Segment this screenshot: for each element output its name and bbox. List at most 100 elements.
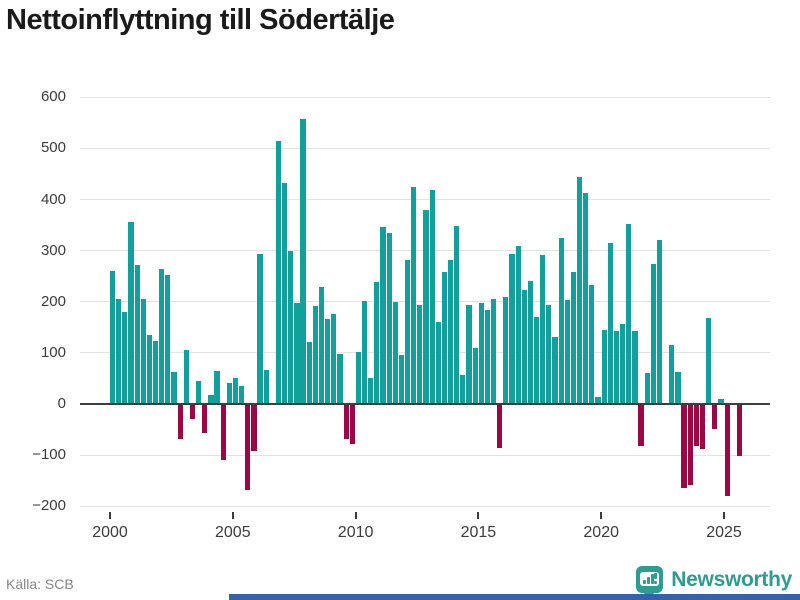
bar bbox=[490, 298, 497, 403]
bar bbox=[656, 240, 663, 403]
y-axis-label-300: 300 bbox=[40, 241, 66, 259]
bar bbox=[607, 243, 613, 403]
bar bbox=[472, 348, 478, 403]
newsworthy-wordmark: Newsworthy bbox=[671, 567, 792, 591]
bar bbox=[527, 280, 534, 403]
bar bbox=[675, 372, 681, 403]
x-axis-tick-2005 bbox=[231, 512, 234, 519]
bar bbox=[484, 310, 491, 403]
x-axis-tick-2000 bbox=[109, 512, 111, 519]
bar bbox=[232, 378, 239, 403]
bar bbox=[239, 385, 245, 403]
bar bbox=[632, 331, 638, 403]
bar bbox=[411, 186, 417, 403]
bar bbox=[153, 340, 159, 403]
bar bbox=[398, 355, 404, 403]
bar bbox=[552, 336, 558, 403]
bar bbox=[601, 330, 607, 403]
bar bbox=[208, 394, 214, 403]
bar bbox=[423, 210, 429, 403]
x-axis-label-2015: 2015 bbox=[460, 524, 497, 541]
bar bbox=[134, 264, 140, 403]
bar bbox=[693, 405, 699, 446]
bar bbox=[669, 344, 675, 403]
bar bbox=[146, 335, 153, 403]
page-title: Nettoinflyttning till Södertälje bbox=[6, 4, 395, 36]
bar bbox=[570, 271, 577, 403]
bar bbox=[214, 370, 220, 403]
bottom-accent-bar bbox=[229, 594, 800, 600]
x-axis-tick-2015 bbox=[477, 512, 480, 519]
bar bbox=[681, 405, 687, 488]
bar bbox=[540, 254, 546, 403]
gridline-400 bbox=[80, 199, 770, 200]
bar bbox=[650, 264, 656, 403]
bar bbox=[361, 300, 368, 403]
bar bbox=[312, 305, 318, 403]
bar bbox=[429, 189, 435, 403]
bar bbox=[521, 289, 527, 403]
bar bbox=[110, 271, 116, 403]
y-axis-label-500: 500 bbox=[40, 139, 66, 157]
bar bbox=[712, 405, 718, 429]
bar bbox=[245, 405, 251, 491]
bar bbox=[447, 260, 454, 403]
bar bbox=[724, 405, 730, 496]
net-migration-bar-chart: 600 500 400 300 200 100 0 −100 −200 2000 2005 2010 2… bbox=[32, 88, 770, 541]
bar bbox=[620, 324, 626, 403]
bar bbox=[558, 238, 564, 403]
bar bbox=[196, 380, 202, 403]
bar bbox=[644, 372, 650, 403]
x-axis-label-2000: 2000 bbox=[92, 524, 128, 541]
x-axis-label-2020: 2020 bbox=[583, 524, 619, 541]
bar bbox=[736, 405, 742, 457]
bar bbox=[613, 331, 620, 403]
bar bbox=[183, 350, 189, 403]
bar bbox=[497, 405, 503, 448]
newsworthy-logo: Newsworthy bbox=[636, 566, 792, 599]
bar bbox=[718, 398, 724, 403]
badge-chart-icon bbox=[640, 572, 660, 586]
bar bbox=[515, 246, 521, 403]
bar bbox=[417, 305, 423, 403]
x-axis-label-2010: 2010 bbox=[337, 524, 374, 541]
gridline--200 bbox=[80, 505, 770, 507]
bar bbox=[177, 405, 183, 440]
bar bbox=[404, 260, 411, 403]
bar bbox=[509, 253, 515, 403]
bar bbox=[478, 302, 484, 403]
bar bbox=[380, 227, 386, 403]
bar bbox=[534, 316, 540, 403]
bar bbox=[300, 119, 306, 403]
bar bbox=[503, 297, 509, 403]
x-axis-label-2025: 2025 bbox=[706, 524, 742, 541]
y-axis-label-400: 400 bbox=[40, 190, 66, 208]
y-axis-label-100: 100 bbox=[40, 343, 66, 361]
gridline-500 bbox=[80, 147, 770, 149]
bar bbox=[257, 253, 263, 403]
bar bbox=[589, 285, 595, 403]
bar bbox=[318, 286, 325, 403]
bar bbox=[355, 351, 361, 403]
bar bbox=[220, 405, 226, 460]
bar bbox=[331, 313, 337, 403]
gridline--100 bbox=[80, 454, 770, 456]
bar bbox=[325, 318, 331, 403]
bar bbox=[577, 176, 583, 403]
bar bbox=[337, 353, 343, 403]
bar bbox=[343, 405, 349, 440]
bar bbox=[349, 405, 355, 445]
bar bbox=[306, 341, 312, 403]
bar bbox=[263, 369, 269, 403]
bar bbox=[706, 318, 712, 403]
bar bbox=[699, 405, 706, 449]
bar bbox=[251, 405, 257, 451]
bar bbox=[466, 304, 472, 403]
bar bbox=[275, 141, 282, 403]
bar bbox=[386, 232, 392, 403]
y-axis-label-600: 600 bbox=[40, 88, 66, 106]
x-axis-tick-2025 bbox=[723, 512, 725, 519]
y-axis-label-200: 200 bbox=[40, 292, 66, 310]
bar bbox=[687, 405, 693, 486]
bar bbox=[122, 311, 128, 403]
